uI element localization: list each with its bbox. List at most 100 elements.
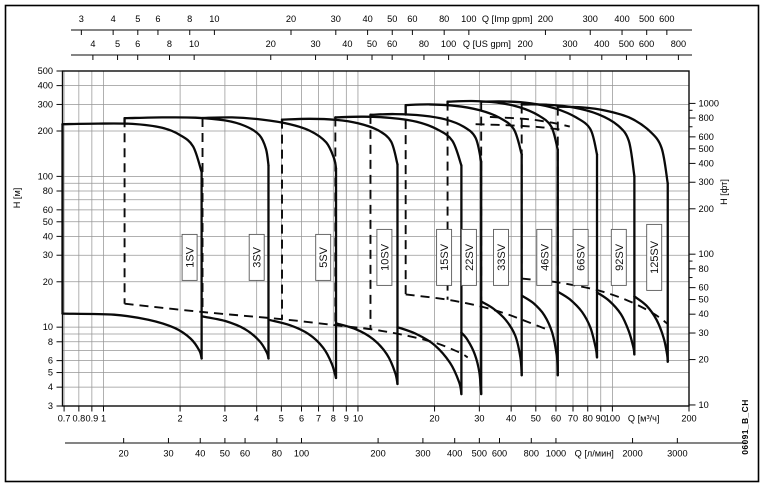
pump-envelope-1SV [61, 122, 203, 360]
svg-text:400: 400 [447, 449, 462, 459]
svg-text:60: 60 [699, 283, 709, 293]
pump-envelope-33SV [404, 103, 523, 377]
pump-label-33SV: 33SV [493, 228, 509, 286]
svg-text:60: 60 [387, 39, 397, 49]
svg-text:6: 6 [155, 14, 160, 24]
axis-label-imp-gpm: Q [Imp gpm] [482, 14, 533, 24]
svg-text:200: 200 [370, 449, 385, 459]
svg-text:10: 10 [43, 322, 53, 332]
svg-text:3000: 3000 [667, 449, 687, 459]
svg-text:600: 600 [492, 449, 507, 459]
pump-labels: 1SV 3SV 5SV 10SV 15SV 22SV 33SV 46SV 66SV 92SV 125… [181, 223, 663, 291]
svg-text:500: 500 [472, 449, 487, 459]
pump-label-125SV: 125SV [646, 223, 663, 291]
svg-text:70: 70 [568, 414, 578, 424]
plot-border [61, 70, 690, 407]
svg-text:10: 10 [189, 39, 199, 49]
grid [62, 71, 690, 406]
axis-label-head-m: H [м] [12, 188, 22, 209]
svg-text:3: 3 [48, 401, 53, 411]
svg-text:5: 5 [115, 39, 120, 49]
axis-label-m3h: Q [м³/ч] [628, 414, 660, 424]
pump-top-curve-3SV [123, 116, 270, 167]
svg-text:2: 2 [178, 414, 183, 424]
axis-right-head-ft: 1000 800 600 500 400 300 200 100 80 60 50 40 30 20 10 H… [689, 98, 729, 410]
pump-bottom-curve-46SV [520, 294, 559, 377]
pump-envelope-92SV [520, 103, 636, 356]
svg-text:500: 500 [619, 39, 634, 49]
pump-top-curve-66SV [480, 100, 599, 156]
svg-text:15SV: 15SV [439, 243, 451, 271]
svg-text:1: 1 [101, 414, 106, 424]
pump-label-92SV: 92SV [610, 228, 627, 286]
svg-text:0.9: 0.9 [85, 414, 98, 424]
svg-text:40: 40 [699, 309, 709, 319]
svg-text:100: 100 [38, 171, 53, 181]
pump-top-curve-1SV [61, 122, 203, 174]
svg-text:5: 5 [48, 368, 53, 378]
pump-envelope-125SV [556, 105, 669, 363]
svg-text:50: 50 [387, 14, 397, 24]
pump-envelope-46SV [446, 99, 559, 377]
svg-text:800: 800 [699, 113, 714, 123]
outer-border [4, 4, 760, 483]
svg-text:40: 40 [342, 39, 352, 49]
svg-text:40: 40 [43, 231, 53, 241]
svg-text:20: 20 [286, 14, 296, 24]
svg-text:500: 500 [38, 66, 53, 76]
svg-text:50: 50 [220, 449, 230, 459]
pump-top-curve-10SV [280, 117, 399, 166]
svg-text:200: 200 [38, 126, 53, 136]
svg-text:6: 6 [299, 414, 304, 424]
pump-label-22SV: 22SV [460, 228, 477, 286]
axis-bottom-lpm: 20 30 40 50 60 80 100 200 300 400 500 600 800 1000 200… [65, 438, 746, 459]
svg-text:8: 8 [187, 14, 192, 24]
pump-label-1SV: 1SV [181, 233, 198, 281]
svg-text:20: 20 [119, 449, 129, 459]
svg-text:400: 400 [614, 14, 629, 24]
pump-envelope-3SV [123, 116, 270, 360]
svg-text:33SV: 33SV [496, 243, 508, 271]
svg-text:6: 6 [135, 39, 140, 49]
axis-left-head-m: 500 400 300 200 100 80 60 50 40 30 20 10 8 6 5 4 3 H [м] [12, 66, 63, 411]
svg-text:0.7: 0.7 [58, 414, 71, 424]
figure-code: 06091_B_CH [740, 399, 750, 455]
dashed-curve-4 [489, 115, 571, 128]
pump-top-curve-15SV [334, 115, 463, 167]
svg-text:20: 20 [43, 277, 53, 287]
svg-text:300: 300 [415, 449, 430, 459]
svg-text:1SV: 1SV [185, 246, 197, 267]
svg-text:9: 9 [344, 414, 349, 424]
svg-text:80: 80 [43, 186, 53, 196]
svg-text:8: 8 [167, 39, 172, 49]
svg-text:50: 50 [367, 39, 377, 49]
svg-text:50: 50 [531, 414, 541, 424]
svg-text:800: 800 [671, 39, 686, 49]
svg-text:46SV: 46SV [539, 243, 551, 271]
svg-text:100: 100 [605, 414, 620, 424]
svg-text:40: 40 [506, 414, 516, 424]
svg-text:50: 50 [699, 295, 709, 305]
svg-text:0.8: 0.8 [72, 414, 85, 424]
dashed-curve-0 [124, 302, 469, 359]
svg-text:500: 500 [699, 144, 714, 154]
svg-text:2000: 2000 [622, 449, 642, 459]
svg-text:20: 20 [699, 355, 709, 365]
svg-text:6: 6 [48, 356, 53, 366]
pump-top-curve-125SV [556, 105, 669, 185]
svg-text:5: 5 [279, 414, 284, 424]
dashed-curve-1 [405, 293, 547, 331]
pump-label-5SV: 5SV [315, 233, 332, 281]
svg-text:100: 100 [294, 449, 309, 459]
svg-text:10: 10 [209, 14, 219, 24]
pump-top-curve-92SV [520, 103, 636, 178]
svg-text:8: 8 [331, 414, 336, 424]
pump-envelope-22SV [369, 112, 483, 396]
svg-text:10SV: 10SV [379, 243, 391, 271]
pump-envelope-66SV [480, 100, 599, 359]
svg-text:5SV: 5SV [318, 246, 330, 267]
svg-text:10: 10 [353, 414, 363, 424]
pump-envelope-10SV [280, 117, 399, 386]
